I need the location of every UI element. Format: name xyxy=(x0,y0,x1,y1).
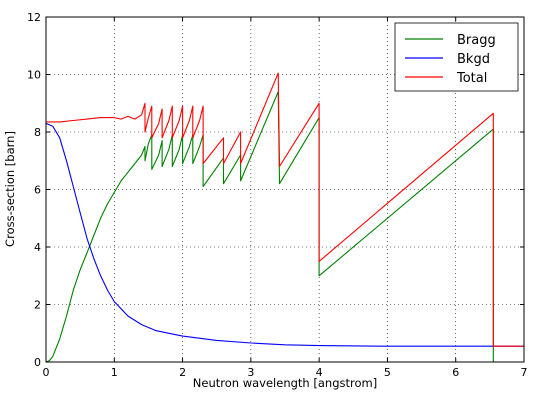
legend-label-bragg: Bragg xyxy=(457,33,496,48)
series-line-bragg xyxy=(45,91,494,363)
x-tick-label: 1 xyxy=(111,366,118,379)
series-line-bkgd xyxy=(45,122,524,347)
series-line-total xyxy=(46,72,524,347)
y-tick-label: 0 xyxy=(34,356,41,369)
x-tick-label: 7 xyxy=(521,366,528,379)
y-ticks: 0 2 4 6 8 10 12 xyxy=(27,11,524,369)
legend-label-total: Total xyxy=(456,71,487,86)
legend-label-bkgd: Bkgd xyxy=(457,52,490,67)
y-tick-label: 10 xyxy=(27,69,41,82)
x-ticks: 0 1 2 3 4 5 6 7 xyxy=(43,17,528,379)
x-tick-label: 5 xyxy=(384,366,391,379)
legend-box xyxy=(394,22,519,92)
x-tick-label: 4 xyxy=(316,366,323,379)
x-axis-label: Neutron wavelength [angstrom] xyxy=(193,376,377,390)
legend: Bragg Bkgd Total xyxy=(394,22,519,92)
x-tick-label: 2 xyxy=(179,366,186,379)
y-tick-label: 4 xyxy=(34,241,41,254)
y-axis-label: Cross-section [barn] xyxy=(3,131,17,247)
series-lines xyxy=(45,72,524,363)
y-tick-label: 12 xyxy=(27,11,41,24)
x-tick-label: 3 xyxy=(247,366,254,379)
y-tick-label: 8 xyxy=(34,126,41,139)
y-tick-label: 2 xyxy=(34,299,41,312)
x-tick-label: 0 xyxy=(43,366,50,379)
x-tick-label: 6 xyxy=(452,366,459,379)
y-tick-label: 6 xyxy=(34,184,41,197)
